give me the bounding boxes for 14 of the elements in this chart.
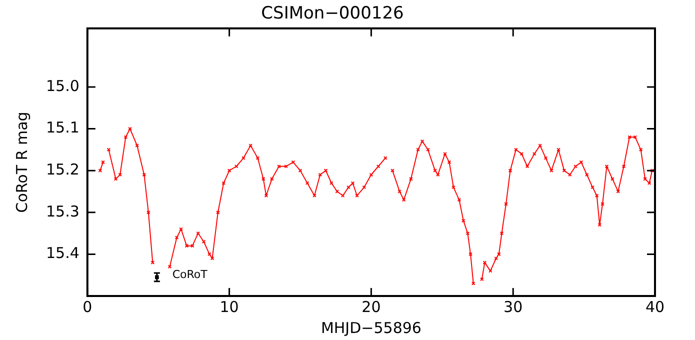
x-tick-label: 20 xyxy=(362,298,381,316)
chart-title: CSIMon−000126 xyxy=(261,4,404,24)
x-tick-label: 10 xyxy=(220,298,239,316)
annotation: CoRoT xyxy=(172,268,208,282)
y-tick-label: 15.0 xyxy=(46,76,80,95)
x-tick-label: 30 xyxy=(504,298,523,316)
x-tick-label: 0 xyxy=(82,298,92,316)
y-tick-label: 15.2 xyxy=(46,160,80,178)
x-tick-label: 40 xyxy=(645,298,665,316)
y-tick-label: 15.4 xyxy=(46,244,80,262)
y-tick-label: 15.3 xyxy=(46,202,80,220)
y-axis-title: CoRoT R mag xyxy=(12,112,31,213)
y-tick-label: 15.1 xyxy=(46,118,80,137)
x-axis-title: MHJD−55896 xyxy=(320,318,422,337)
